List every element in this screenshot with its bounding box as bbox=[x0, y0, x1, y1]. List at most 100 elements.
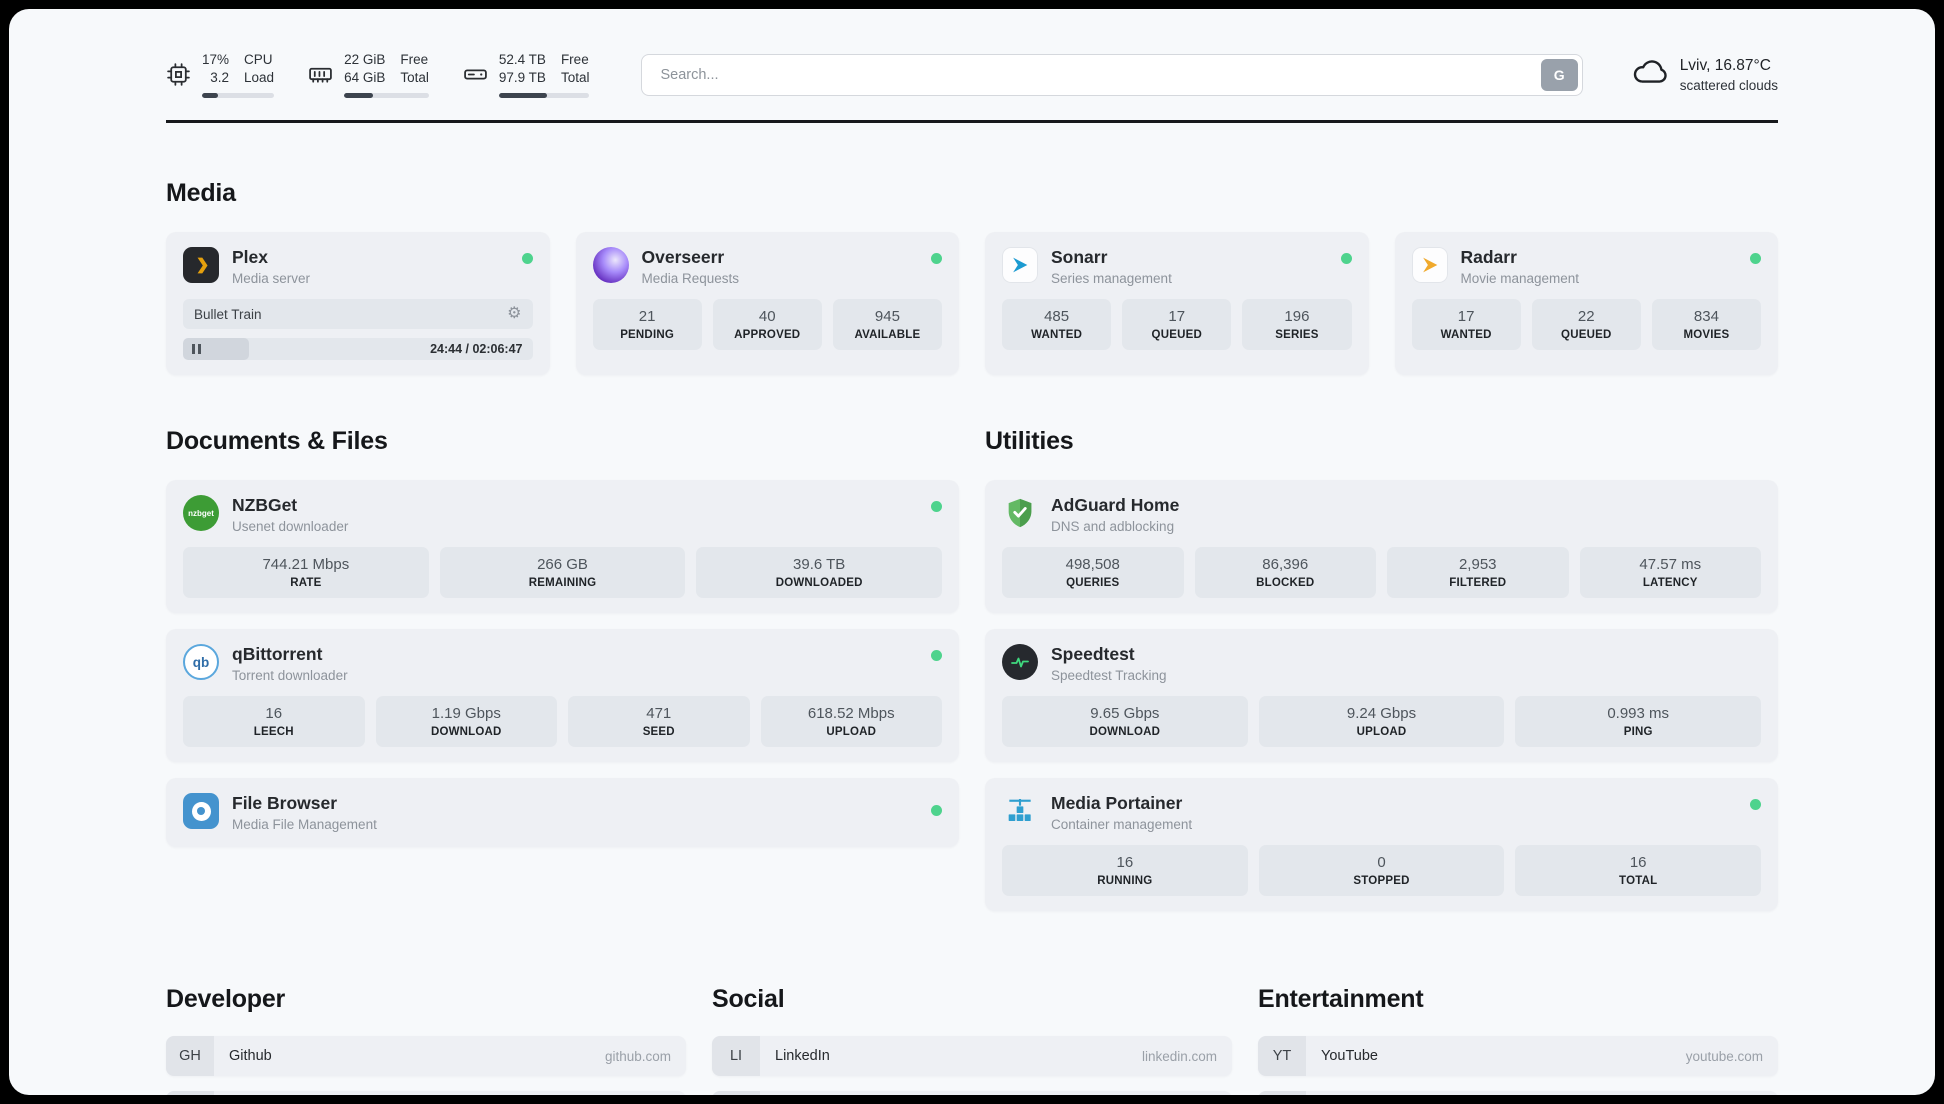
disk-icon bbox=[463, 62, 488, 87]
status-dot bbox=[1340, 253, 1352, 265]
service-name: AdGuard Home bbox=[1051, 495, 1180, 516]
service-desc: Media Requests bbox=[641, 271, 740, 287]
service-card-plex[interactable]: Plex Media server Bullet Train ⚙ 24:44 /… bbox=[166, 232, 550, 376]
player-progress-bar[interactable]: 24:44 / 02:06:47 bbox=[183, 338, 533, 361]
stat-series: 196 SERIES bbox=[1242, 299, 1352, 351]
bookmark-abbr: TW bbox=[712, 1091, 760, 1095]
status-dot bbox=[521, 253, 533, 265]
nzbget-icon: nzbget bbox=[183, 495, 219, 532]
stat-download: 9.65 Gbps DOWNLOAD bbox=[1002, 696, 1248, 748]
stat-running: 16 RUNNING bbox=[1002, 845, 1248, 897]
service-card-sonarr[interactable]: Sonarr Series management 485 WANTED 17 Q… bbox=[985, 232, 1369, 376]
radarr-icon bbox=[1411, 247, 1448, 284]
bookmark-netflix[interactable]: NF Netflix netflix.com bbox=[1258, 1091, 1778, 1095]
bookmark-linkedin[interactable]: LI LinkedIn linkedin.com bbox=[712, 1036, 1232, 1077]
media-section-title: Media bbox=[166, 179, 236, 208]
cpu-usage-label: CPU bbox=[244, 52, 273, 67]
stat-latency: 47.57 ms LATENCY bbox=[1579, 547, 1761, 599]
now-playing-bar: Bullet Train ⚙ bbox=[183, 299, 533, 330]
stat-queries: 498,508 QUERIES bbox=[1002, 547, 1184, 599]
bookmark-abbr: LI bbox=[712, 1036, 760, 1077]
cpu-load-value: 3.2 bbox=[210, 70, 230, 86]
status-dot bbox=[931, 501, 942, 513]
bookmark-url: youtube.com bbox=[1685, 1048, 1763, 1064]
overseerr-icon bbox=[592, 247, 629, 284]
utilities-section-title: Utilities bbox=[985, 427, 1074, 456]
bookmark-stackoverflow[interactable]: SO StackOverflow stackoverflow.com bbox=[166, 1091, 686, 1095]
stat-pending: 21 PENDING bbox=[592, 299, 702, 351]
stat-queued: 17 QUEUED bbox=[1122, 299, 1232, 351]
documents-section-title: Documents & Files bbox=[166, 427, 388, 456]
bookmark-abbr: NF bbox=[1258, 1091, 1306, 1095]
service-card-overseerr[interactable]: Overseerr Media Requests 21 PENDING 40 A… bbox=[575, 232, 959, 376]
bookmark-name: YouTube bbox=[1321, 1048, 1378, 1065]
social-section-title: Social bbox=[712, 985, 785, 1014]
service-desc: Speedtest Tracking bbox=[1051, 668, 1167, 684]
bookmark-github[interactable]: GH Github github.com bbox=[166, 1036, 686, 1077]
stat-available: 945 AVAILABLE bbox=[832, 299, 943, 351]
plex-icon bbox=[183, 247, 219, 284]
bookmark-url: github.com bbox=[604, 1048, 671, 1064]
service-name: Overseerr bbox=[641, 247, 725, 268]
cpu-load-label: Load bbox=[244, 70, 275, 86]
status-dot bbox=[1750, 799, 1761, 811]
service-card-portainer[interactable]: Media Portainer Container management 16 … bbox=[985, 778, 1778, 912]
service-card-adguard[interactable]: AdGuard Home DNS and adblocking 498,508 … bbox=[985, 480, 1778, 614]
qbittorrent-icon: qb bbox=[183, 644, 219, 681]
now-playing-title: Bullet Train bbox=[194, 306, 262, 322]
service-name: File Browser bbox=[232, 793, 338, 814]
section-utilities: Utilities bbox=[985, 427, 1778, 912]
stat-movies: 834 MOVIES bbox=[1651, 299, 1762, 351]
memory-icon bbox=[308, 62, 333, 87]
service-name: Media Portainer bbox=[1051, 793, 1183, 814]
service-desc: Movie management bbox=[1460, 271, 1580, 287]
stat-approved: 40 APPROVED bbox=[712, 299, 822, 351]
service-desc: Media File Management bbox=[232, 817, 377, 833]
player-time: 24:44 / 02:06:47 bbox=[430, 342, 523, 357]
stat-queued: 22 QUEUED bbox=[1531, 299, 1641, 351]
service-name: Speedtest bbox=[1051, 644, 1135, 665]
service-name: NZBGet bbox=[232, 495, 298, 516]
disk-total-value: 97.9 TB bbox=[498, 70, 546, 86]
service-name: Sonarr bbox=[1051, 247, 1108, 268]
stat-upload: 618.52 Mbps UPLOAD bbox=[760, 696, 942, 748]
cloud-icon bbox=[1631, 53, 1669, 96]
filebrowser-icon bbox=[183, 793, 219, 830]
service-card-speedtest[interactable]: Speedtest Speedtest Tracking 9.65 Gbps D… bbox=[985, 629, 1778, 763]
disk-progress-bar bbox=[498, 93, 590, 99]
service-desc: Usenet downloader bbox=[232, 519, 349, 535]
stat-wanted: 485 WANTED bbox=[1002, 299, 1112, 351]
bookmark-group-social: Social LI LinkedIn linkedin.com TW Twitt… bbox=[712, 985, 1232, 1095]
status-dot bbox=[931, 253, 942, 265]
speedtest-icon bbox=[1002, 644, 1038, 681]
stat-total: 16 TOTAL bbox=[1515, 845, 1762, 897]
pause-icon[interactable] bbox=[192, 344, 201, 355]
disk-widget: 52.4 TB 97.9 TB Free Total bbox=[463, 51, 590, 99]
service-card-radarr[interactable]: Radarr Movie management 17 WANTED 22 QUE… bbox=[1394, 232, 1778, 376]
memory-total-label: Total bbox=[400, 70, 429, 86]
service-desc: Torrent downloader bbox=[232, 668, 348, 684]
bookmark-abbr: SO bbox=[166, 1091, 214, 1095]
service-name: Radarr bbox=[1460, 247, 1517, 268]
service-card-filebrowser[interactable]: File Browser Media File Management bbox=[166, 778, 959, 848]
bookmark-group-developer: Developer GH Github github.com SO StackO… bbox=[166, 985, 686, 1095]
bookmark-group-entertainment: Entertainment YT YouTube youtube.com NF … bbox=[1258, 985, 1778, 1095]
service-desc: Container management bbox=[1051, 817, 1193, 833]
top-bar: 17% 3.2 CPU Load bbox=[166, 9, 1778, 99]
memory-total-value: 64 GiB bbox=[344, 70, 386, 86]
adguard-icon bbox=[1002, 495, 1038, 531]
search-input[interactable] bbox=[641, 53, 1583, 96]
search-provider-button[interactable]: G bbox=[1540, 58, 1578, 91]
stat-ping: 0.993 ms PING bbox=[1515, 696, 1762, 748]
bookmark-twitter[interactable]: TW Twitter twitter.com bbox=[712, 1091, 1232, 1095]
memory-free-label: Free bbox=[400, 52, 429, 67]
weather-widget: Lviv, 16.87°C scattered clouds bbox=[1631, 53, 1778, 96]
service-card-qbittorrent[interactable]: qb qBittorrent Torrent downloader 16 LEE… bbox=[166, 629, 959, 763]
status-dot bbox=[931, 650, 942, 662]
status-dot bbox=[1750, 253, 1761, 265]
bookmark-youtube[interactable]: YT YouTube youtube.com bbox=[1258, 1036, 1778, 1077]
gear-icon[interactable]: ⚙ bbox=[507, 305, 522, 323]
bookmark-abbr: GH bbox=[166, 1036, 214, 1077]
search-bar: G bbox=[641, 53, 1583, 96]
service-card-nzbget[interactable]: nzbget NZBGet Usenet downloader 744.21 M… bbox=[166, 480, 959, 614]
